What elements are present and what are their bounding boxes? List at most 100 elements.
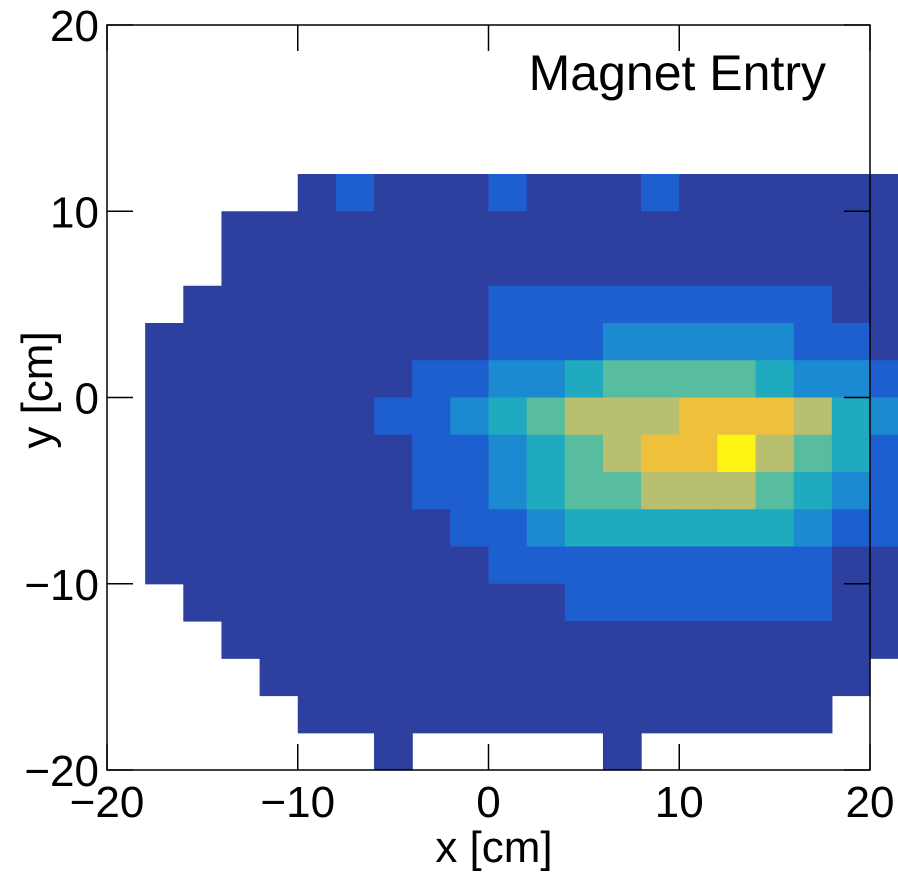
- heatmap-bin: [870, 472, 898, 510]
- heatmap-bin: [526, 472, 566, 510]
- heatmap-bin: [641, 323, 680, 361]
- heatmap-bin: [145, 472, 184, 510]
- heatmap-bin: [602, 658, 642, 697]
- heatmap-bin: [793, 621, 833, 659]
- heatmap-bin: [679, 509, 718, 548]
- heatmap-bin: [831, 174, 871, 212]
- heatmap-bin: [183, 323, 223, 361]
- heatmap-bin: [259, 472, 299, 510]
- heatmap-bin: [526, 397, 566, 436]
- heatmap-bin: [488, 509, 528, 548]
- heatmap-bin: [717, 621, 757, 659]
- heatmap-bin: [870, 434, 898, 473]
- heatmap-bin: [755, 248, 795, 287]
- heatmap-bin: [335, 658, 375, 697]
- heatmap-bin: [870, 397, 898, 436]
- heatmap-bin: [755, 621, 795, 659]
- heatmap-bin: [335, 174, 375, 212]
- heatmap-bin: [374, 397, 413, 436]
- heatmap-bin: [335, 509, 375, 548]
- heatmap-bin: [679, 323, 718, 361]
- heatmap-bin: [297, 658, 337, 697]
- heatmap-bin: [717, 509, 757, 548]
- heatmap-bin: [793, 509, 833, 548]
- heatmap-bin: [641, 621, 680, 659]
- heatmap-bin: [488, 248, 528, 287]
- heatmap-bin: [870, 583, 898, 622]
- heatmap-bin: [450, 397, 490, 436]
- heatmap-bin: [450, 174, 490, 212]
- heatmap-bin: [717, 397, 757, 436]
- heatmap-bin: [755, 360, 795, 399]
- heatmap-bin: [374, 211, 413, 250]
- heatmap-bin: [450, 434, 490, 473]
- heatmap-bin: [450, 323, 490, 361]
- x-tick-label: −20: [70, 778, 145, 827]
- x-axis-title: x [cm]: [435, 823, 552, 872]
- heatmap-bin: [602, 323, 642, 361]
- heatmap-bin: [641, 174, 680, 212]
- heatmap-bin: [297, 285, 337, 324]
- heatmap-bin: [755, 509, 795, 548]
- heatmap-bin: [297, 583, 337, 622]
- heatmap-bin: [831, 360, 871, 399]
- heatmap-bin: [717, 695, 757, 734]
- heatmap-bin: [145, 434, 184, 473]
- heatmap-bin: [297, 509, 337, 548]
- heatmap-bin: [412, 211, 451, 250]
- heatmap-bin: [717, 472, 757, 510]
- heatmap-bin: [717, 360, 757, 399]
- heatmap-bin: [335, 621, 375, 659]
- heatmap-bins: [145, 174, 898, 771]
- heatmap-bin: [564, 323, 604, 361]
- heatmap-bin: [335, 248, 375, 287]
- heatmap-bin: [526, 360, 566, 399]
- heatmap-bin: [335, 285, 375, 324]
- heatmap-bin: [221, 621, 261, 659]
- y-axis-title: y [cm]: [13, 331, 62, 448]
- heatmap-bin: [335, 472, 375, 510]
- heatmap-bin: [145, 397, 184, 436]
- heatmap-bin: [870, 174, 898, 212]
- heatmap-bin: [450, 211, 490, 250]
- heatmap-bin: [297, 546, 337, 585]
- heatmap-bin: [259, 434, 299, 473]
- heatmap-bin: [641, 695, 680, 734]
- heatmap-bin: [717, 434, 757, 473]
- x-tick-labels: −20 −10 0 10 20: [70, 778, 895, 827]
- heatmap-bin: [870, 546, 898, 585]
- heatmap-bin: [412, 621, 451, 659]
- heatmap-bin: [488, 434, 528, 473]
- heatmap-bin: [488, 621, 528, 659]
- heatmap-bin: [412, 546, 451, 585]
- heatmap-bin: [297, 174, 337, 212]
- heatmap-bin: [488, 583, 528, 622]
- heatmap-bin: [221, 472, 261, 510]
- heatmap-bin: [335, 323, 375, 361]
- heatmap-bin: [870, 285, 898, 324]
- heatmap-bin: [412, 434, 451, 473]
- heatmap-bin: [335, 695, 375, 734]
- heatmap-bin: [221, 360, 261, 399]
- heatmap-bin: [183, 360, 223, 399]
- heatmap-bin: [335, 434, 375, 473]
- heatmap-bin: [602, 174, 642, 212]
- heatmap-bin: [564, 360, 604, 399]
- heatmap-bin: [602, 546, 642, 585]
- heatmap-bin: [755, 583, 795, 622]
- heatmap-bin: [335, 546, 375, 585]
- heatmap-bin: [564, 621, 604, 659]
- heatmap-bin: [221, 509, 261, 548]
- heatmap-bin: [641, 509, 680, 548]
- heatmap-bin: [450, 248, 490, 287]
- heatmap-bin: [679, 285, 718, 324]
- heatmap-bin: [641, 658, 680, 697]
- heatmap-bin: [831, 546, 871, 585]
- heatmap-bin: [755, 323, 795, 361]
- heatmap-bin: [412, 248, 451, 287]
- heatmap-bin: [183, 509, 223, 548]
- heatmap-bin: [412, 509, 451, 548]
- heatmap-bin: [679, 695, 718, 734]
- heatmap-bin: [374, 509, 413, 548]
